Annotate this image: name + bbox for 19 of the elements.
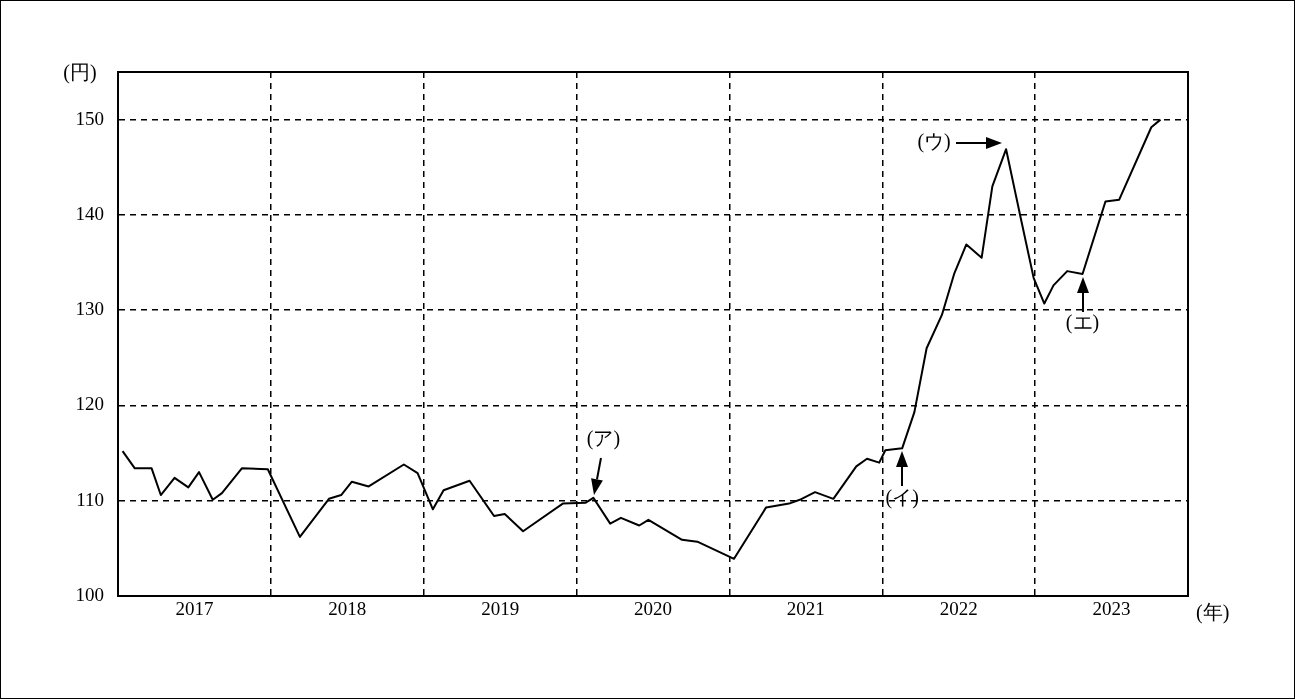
x-tick-label: 2017	[175, 598, 214, 620]
annotation: (ウ)	[917, 130, 951, 154]
y-tick-label: 150	[75, 107, 104, 129]
y-axis-title: (円)	[63, 61, 97, 85]
x-tick-label: 2020	[634, 598, 672, 620]
y-tick-label: 120	[75, 393, 104, 415]
x-axis-title: (年)	[1196, 601, 1230, 625]
x-tick-label: 2022	[939, 598, 978, 620]
x-tick-label: 2019	[481, 598, 520, 620]
annotation: (イ)	[885, 485, 919, 509]
y-tick-label: 100	[75, 583, 104, 605]
y-tick-label: 140	[75, 202, 104, 224]
annotation: (ア)	[586, 427, 621, 451]
annotation: (エ)	[1065, 311, 1100, 335]
y-tick-label: 130	[75, 298, 104, 320]
x-tick-label: 2018	[328, 598, 367, 620]
x-tick-label: 2021	[786, 598, 825, 620]
x-tick-label: 2023	[1092, 598, 1131, 620]
y-tick-label: 110	[76, 488, 104, 510]
